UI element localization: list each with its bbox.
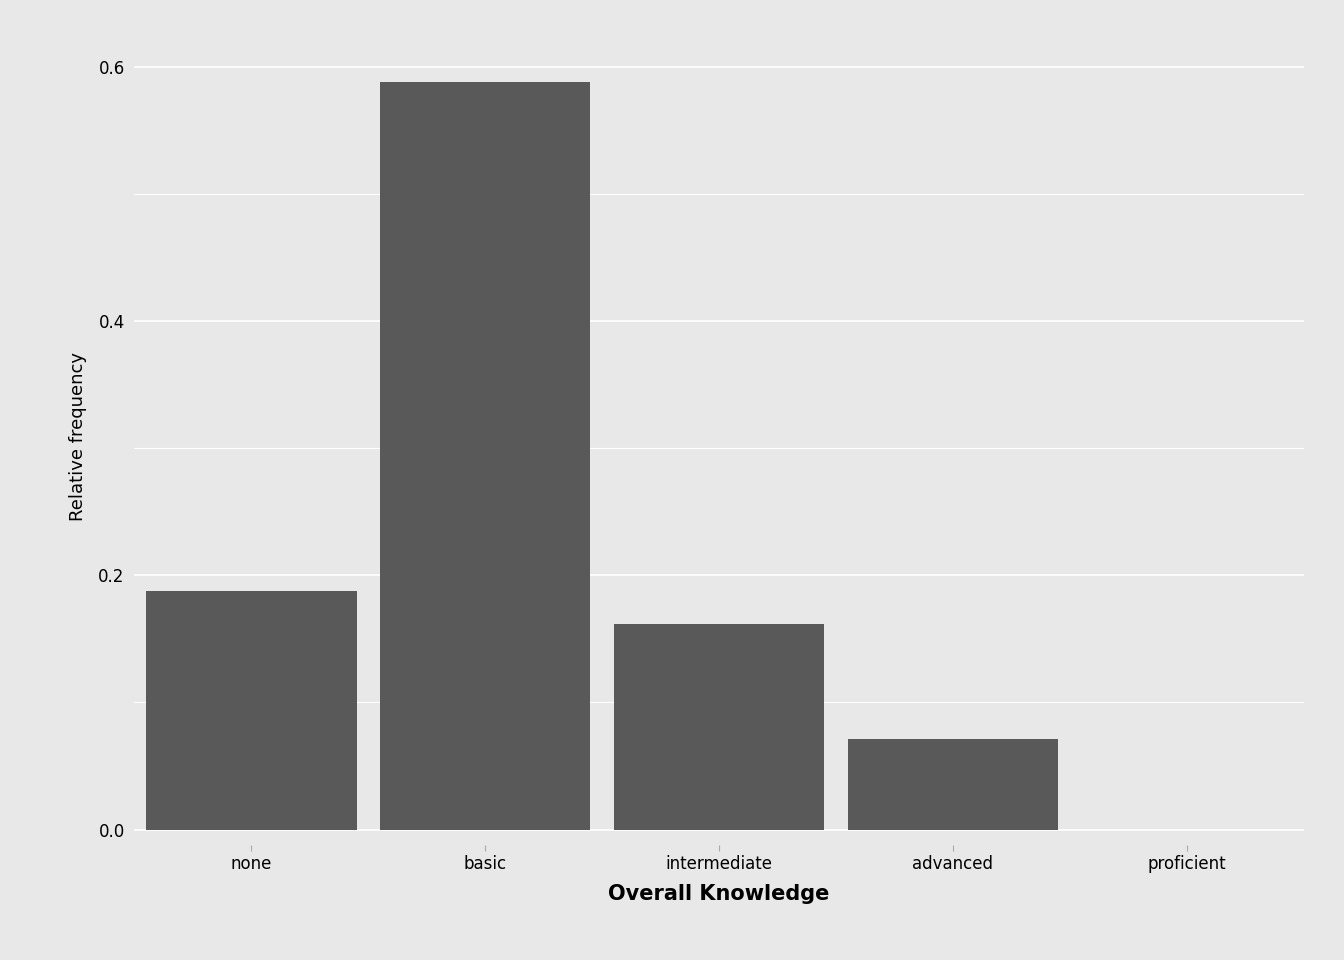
Bar [848,739,1058,829]
Bar [146,590,356,829]
Bar [380,83,590,829]
Bar [614,624,824,829]
X-axis label: Overall Knowledge: Overall Knowledge [609,884,829,904]
Y-axis label: Relative frequency: Relative frequency [69,352,87,521]
